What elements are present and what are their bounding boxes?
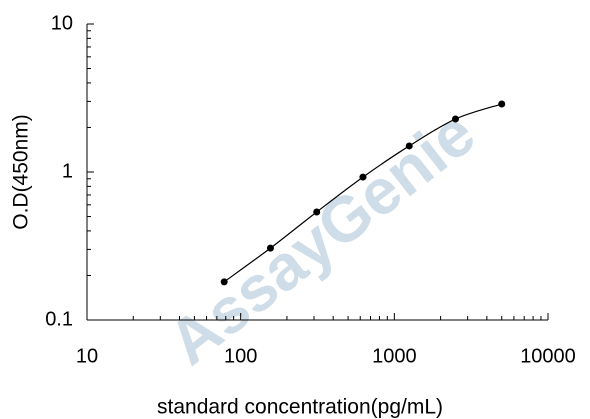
watermark: AssayGenie [155,96,488,378]
x-tick-label: 100 [224,345,257,367]
x-tick-label: 10000 [520,345,576,367]
x-tick-label: 1000 [372,345,417,367]
x-axis-label: standard concentration(pg/mL) [157,396,443,419]
y-tick-label: 0.1 [45,308,73,330]
point [405,142,413,150]
point [498,100,506,108]
point [313,208,321,216]
y-tick-label: 1 [62,160,73,182]
point [266,244,274,252]
point [220,278,228,286]
y-tick-label: 10 [51,12,73,34]
point [451,115,459,123]
point [359,173,367,181]
x-tick-label: 10 [76,345,98,367]
y-axis-label: O.D(450nm) [10,114,33,230]
